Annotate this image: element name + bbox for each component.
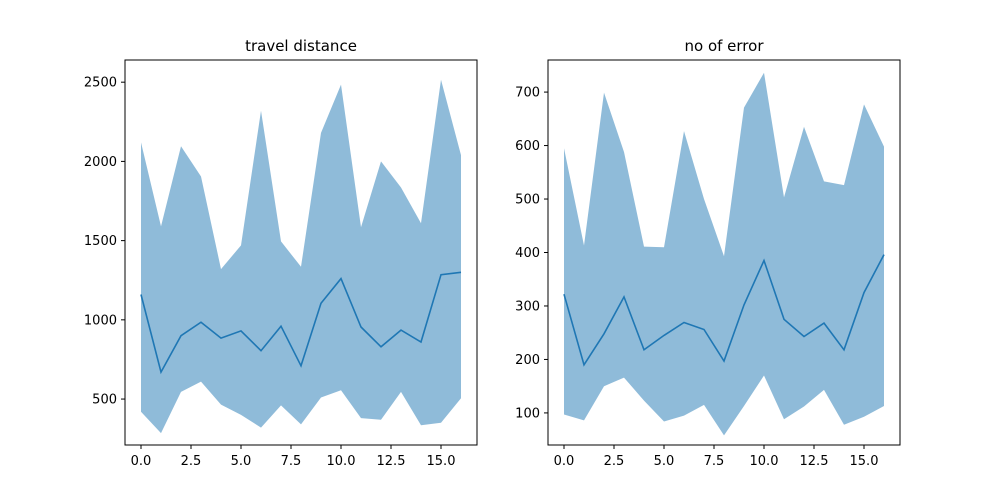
y-tick-label: 600 [515,139,540,154]
chart-title: travel distance [245,37,357,55]
x-tick-label: 12.5 [800,454,829,469]
confidence-band [564,72,884,436]
axes-frame [124,59,478,446]
x-tick-label: 10.0 [750,454,779,469]
y-tick-label: 1500 [84,234,117,249]
y-tick-label: 300 [515,299,540,314]
y-tick-label: 1000 [84,313,117,328]
x-tick-label: 5.0 [231,454,252,469]
y-tick-label: 200 [515,353,540,368]
x-tick-label: 10.0 [327,454,356,469]
mean-line [563,254,885,367]
x-tick-label: 5.0 [654,454,675,469]
y-tick-label: 2000 [84,155,117,170]
x-tick-label: 7.5 [704,454,725,469]
y-tick-label: 100 [515,406,540,421]
x-tick-label: 2.5 [181,454,202,469]
y-tick-label: 700 [515,86,540,101]
x-tick-label: 15.0 [427,454,456,469]
x-tick-label: 0.0 [554,454,575,469]
confidence-band [141,79,461,434]
y-tick-label: 400 [515,246,540,261]
y-tick-label: 500 [92,393,117,408]
mean-line [140,271,462,375]
no-of-error-panel: 0.0 2.5 5.0 7.5 10.0 12.5 15.0 100 200 300 400 500 6… [515,37,901,469]
x-tick-label: 7.5 [281,454,302,469]
travel-distance-panel: 0.0 2.5 5.0 7.5 10.0 12.5 15.0 500 1000 1500 2000 2… [84,37,478,469]
x-tick-label: 15.0 [850,454,879,469]
y-tick-label: 2500 [84,76,117,91]
chart-title: no of error [685,37,765,55]
x-tick-label: 2.5 [604,454,625,469]
x-tick-label: 12.5 [377,454,406,469]
y-tick-label: 500 [515,193,540,208]
x-tick-label: 0.0 [131,454,152,469]
